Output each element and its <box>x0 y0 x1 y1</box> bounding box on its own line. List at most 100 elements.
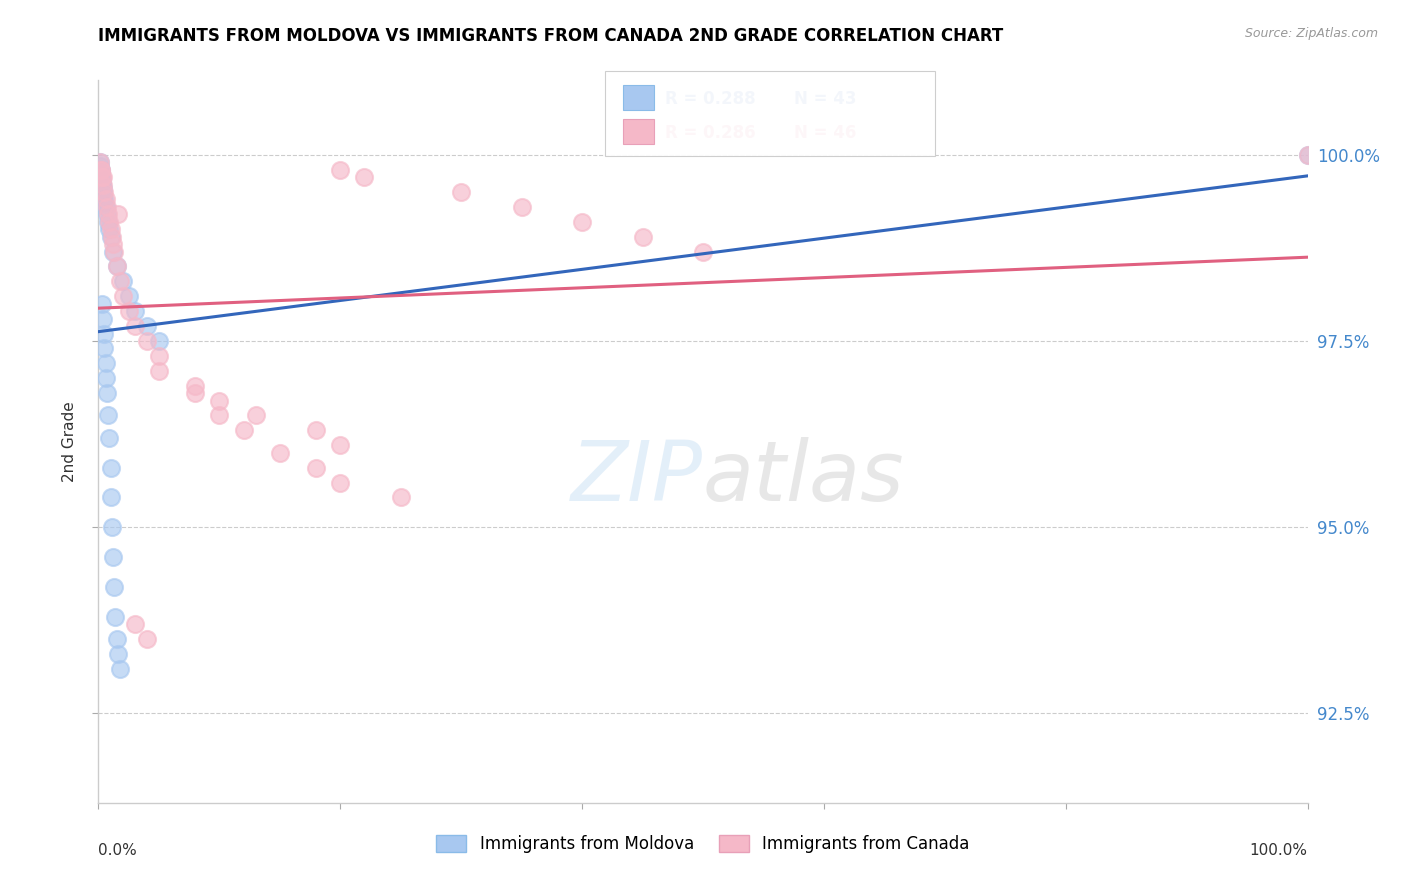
Point <box>93 185 115 199</box>
Point <box>91 174 114 188</box>
Point <box>245 409 267 423</box>
Point <box>107 207 129 221</box>
Text: N = 43: N = 43 <box>794 90 856 108</box>
Point <box>100 229 122 244</box>
Point <box>97 215 120 229</box>
Point <box>101 549 124 564</box>
Point <box>148 334 170 348</box>
Point <box>208 393 231 408</box>
Point <box>91 178 114 192</box>
Text: N = 46: N = 46 <box>794 124 856 142</box>
Text: R = 0.288: R = 0.288 <box>665 90 755 108</box>
Point <box>91 311 114 326</box>
Point <box>90 166 112 180</box>
Point <box>353 170 375 185</box>
Point <box>100 229 122 244</box>
Point <box>98 215 121 229</box>
Text: 0.0%: 0.0% <box>98 843 138 858</box>
Point <box>100 222 122 236</box>
Point <box>105 632 128 646</box>
Point <box>91 170 114 185</box>
Point <box>93 326 115 341</box>
Point <box>135 319 157 334</box>
Point <box>124 304 146 318</box>
Text: IMMIGRANTS FROM MOLDOVA VS IMMIGRANTS FROM CANADA 2ND GRADE CORRELATION CHART: IMMIGRANTS FROM MOLDOVA VS IMMIGRANTS FR… <box>98 27 1004 45</box>
Point <box>94 371 117 385</box>
Point <box>184 386 207 401</box>
Point <box>101 237 124 252</box>
Point <box>94 193 117 207</box>
Point <box>90 162 112 177</box>
Point <box>1296 148 1319 162</box>
Point <box>91 170 114 185</box>
Point <box>232 423 254 437</box>
Point <box>118 289 141 303</box>
Point <box>101 244 124 259</box>
Point <box>96 207 118 221</box>
Text: R = 0.286: R = 0.286 <box>665 124 755 142</box>
Point <box>305 460 328 475</box>
Point <box>104 609 127 624</box>
Point <box>94 200 117 214</box>
Point <box>692 244 714 259</box>
Text: Source: ZipAtlas.com: Source: ZipAtlas.com <box>1244 27 1378 40</box>
Point <box>100 520 122 534</box>
Point <box>91 297 114 311</box>
Point <box>105 260 128 274</box>
Point <box>329 162 352 177</box>
Point <box>184 378 207 392</box>
Point <box>89 159 111 173</box>
Point <box>97 409 120 423</box>
Point <box>91 181 114 195</box>
Point <box>389 491 412 505</box>
Legend: Immigrants from Moldova, Immigrants from Canada: Immigrants from Moldova, Immigrants from… <box>430 828 976 860</box>
Point <box>89 155 111 169</box>
Text: atlas: atlas <box>703 437 904 518</box>
Point <box>107 647 129 661</box>
Point <box>100 460 122 475</box>
Point <box>124 319 146 334</box>
Point <box>94 356 117 370</box>
Point <box>96 386 118 401</box>
Text: 100.0%: 100.0% <box>1250 843 1308 858</box>
Point <box>97 207 120 221</box>
Point <box>329 438 352 452</box>
Point <box>450 185 472 199</box>
Y-axis label: 2nd Grade: 2nd Grade <box>62 401 77 482</box>
Point <box>96 200 118 214</box>
Point <box>100 491 122 505</box>
Point <box>90 162 112 177</box>
Point <box>93 196 115 211</box>
Point <box>93 193 115 207</box>
Point <box>1296 148 1319 162</box>
Point <box>103 580 125 594</box>
Point <box>305 423 328 437</box>
Point <box>148 349 170 363</box>
Point <box>105 260 128 274</box>
Point <box>89 155 111 169</box>
Point <box>93 342 115 356</box>
Point <box>111 274 134 288</box>
Point <box>108 274 131 288</box>
Text: ZIP: ZIP <box>571 437 703 518</box>
Point <box>91 185 114 199</box>
Point <box>103 244 125 259</box>
Point <box>90 162 112 177</box>
Point <box>148 364 170 378</box>
Point <box>90 170 112 185</box>
Point <box>269 446 291 460</box>
Point <box>208 409 231 423</box>
Point <box>329 475 352 490</box>
Point <box>98 222 121 236</box>
Point <box>118 304 141 318</box>
Point <box>108 662 131 676</box>
Point <box>631 229 654 244</box>
Point <box>91 188 114 202</box>
Point <box>571 215 593 229</box>
Point <box>111 289 134 303</box>
Point <box>98 431 121 445</box>
Point <box>124 617 146 632</box>
Point <box>135 632 157 646</box>
Point <box>91 178 114 192</box>
Point <box>135 334 157 348</box>
